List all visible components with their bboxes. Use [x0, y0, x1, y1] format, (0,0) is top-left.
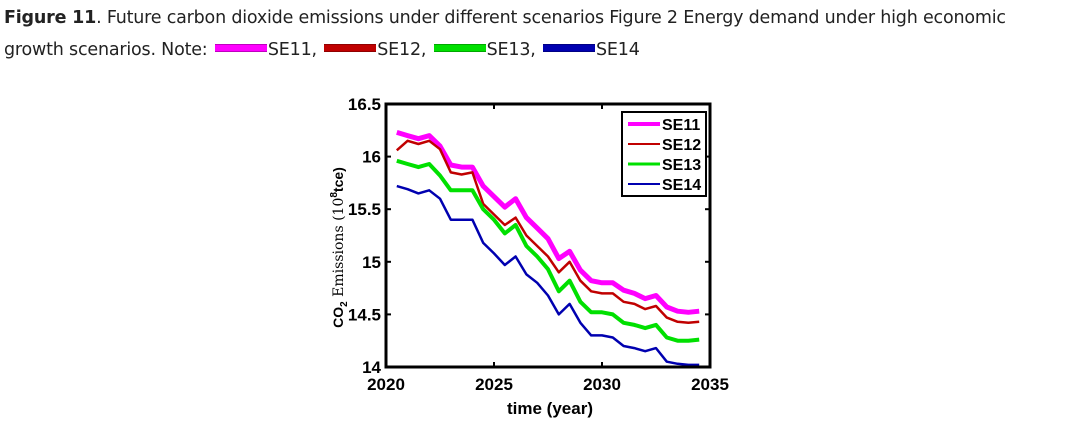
note-label-se11: SE11,	[267, 40, 317, 60]
caption-text: . Future carbon dioxide emissions under …	[96, 8, 1006, 28]
y-label-sup: 8	[329, 192, 340, 198]
series-line-se13	[396, 158, 700, 343]
y-label-rest: Emissions (10	[331, 198, 347, 302]
legend-label-se12: SE12	[662, 137, 701, 154]
note-swatch-se13	[433, 44, 486, 52]
y-tick-label: 14	[362, 358, 381, 377]
caption-note-prefix: growth scenarios. Note:	[4, 40, 213, 60]
y-label-end: tce)	[330, 167, 346, 192]
series-line-se14	[396, 184, 700, 367]
y-tick-label: 15.5	[348, 200, 381, 219]
y-tick-label: 14.5	[348, 305, 381, 324]
x-axis-label: time (year)	[507, 399, 593, 418]
x-tick-label: 2025	[475, 375, 513, 394]
legend-label-se13: SE13	[662, 157, 701, 174]
x-tick-label: 2030	[583, 375, 621, 394]
y-label-sub: 2	[339, 301, 350, 307]
y-axis-label: CO2 Emissions (108tce)	[329, 167, 350, 328]
y-tick-label: 16	[362, 148, 381, 167]
plot-frame	[384, 102, 712, 369]
x-tick-label: 2035	[691, 375, 729, 394]
legend: SE11 SE12 SE13 SE14	[621, 111, 707, 197]
y-tick-label: 15	[362, 253, 381, 272]
series-line-se11	[396, 130, 700, 315]
legend-label-se11: SE11	[662, 117, 700, 134]
x-tick-label: 2020	[367, 375, 405, 394]
y-tick-label: 16.5	[348, 95, 381, 114]
series-line-se12	[395, 139, 700, 325]
note-label-se14: SE14	[596, 40, 640, 60]
note-label-se13: SE13,	[486, 40, 536, 60]
caption-line-1: Figure 11. Future carbon dioxide emissio…	[4, 2, 1082, 34]
ticks-layer: 2020 2025 2030 2035 14 14.5 15 15.5 16 16.5	[348, 95, 729, 394]
figure-label: Figure 11	[4, 8, 97, 28]
note-swatch-se14	[543, 44, 595, 52]
note-swatch-se12	[324, 44, 377, 52]
figure-caption: Figure 11. Future carbon dioxide emissio…	[4, 2, 1082, 66]
legend-label-se14: SE14	[662, 177, 701, 194]
note-label-se12: SE12,	[377, 40, 427, 60]
note-swatch-se11	[214, 44, 267, 52]
caption-line-2: growth scenarios. Note: SE11, SE12, SE13…	[4, 34, 1082, 66]
series-layer	[395, 130, 700, 367]
y-label-co: CO	[330, 307, 346, 328]
